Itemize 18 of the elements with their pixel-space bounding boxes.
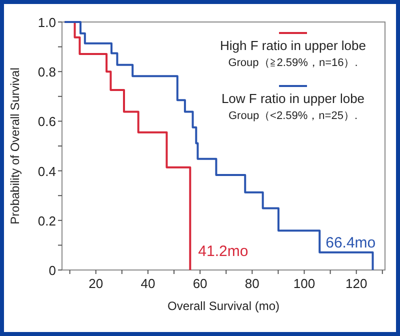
annotation: 66.4mo: [326, 234, 376, 252]
y-tick-label: 0: [48, 263, 56, 278]
x-tick-label: 40: [140, 276, 156, 291]
y-tick-label: 0.8: [38, 64, 56, 80]
x-tick-label: 80: [244, 276, 260, 291]
y-tick-label: 0.2: [38, 213, 56, 228]
y-tick-label: 0.6: [38, 114, 56, 130]
x-axis-title: Overall Survival (mo): [167, 299, 280, 313]
legend-label: High F ratio in upper lobe Group（≧2.59%，n=16）.: [220, 38, 366, 69]
y-axis-title: Probability of Overall Survival: [8, 68, 22, 224]
annotation: 41.2mo: [198, 243, 248, 260]
x-tick-label: 100: [293, 276, 316, 291]
y-tick-label: 1.0: [38, 15, 56, 30]
y-tick-label: 0.4: [38, 164, 56, 179]
legend-label: Low F ratio in upper lobe Group（<2.59%，n=25）.: [221, 91, 365, 122]
x-tick-label: 20: [88, 276, 104, 291]
x-tick-label: 120: [345, 276, 368, 291]
x-tick-label: 60: [192, 276, 208, 291]
